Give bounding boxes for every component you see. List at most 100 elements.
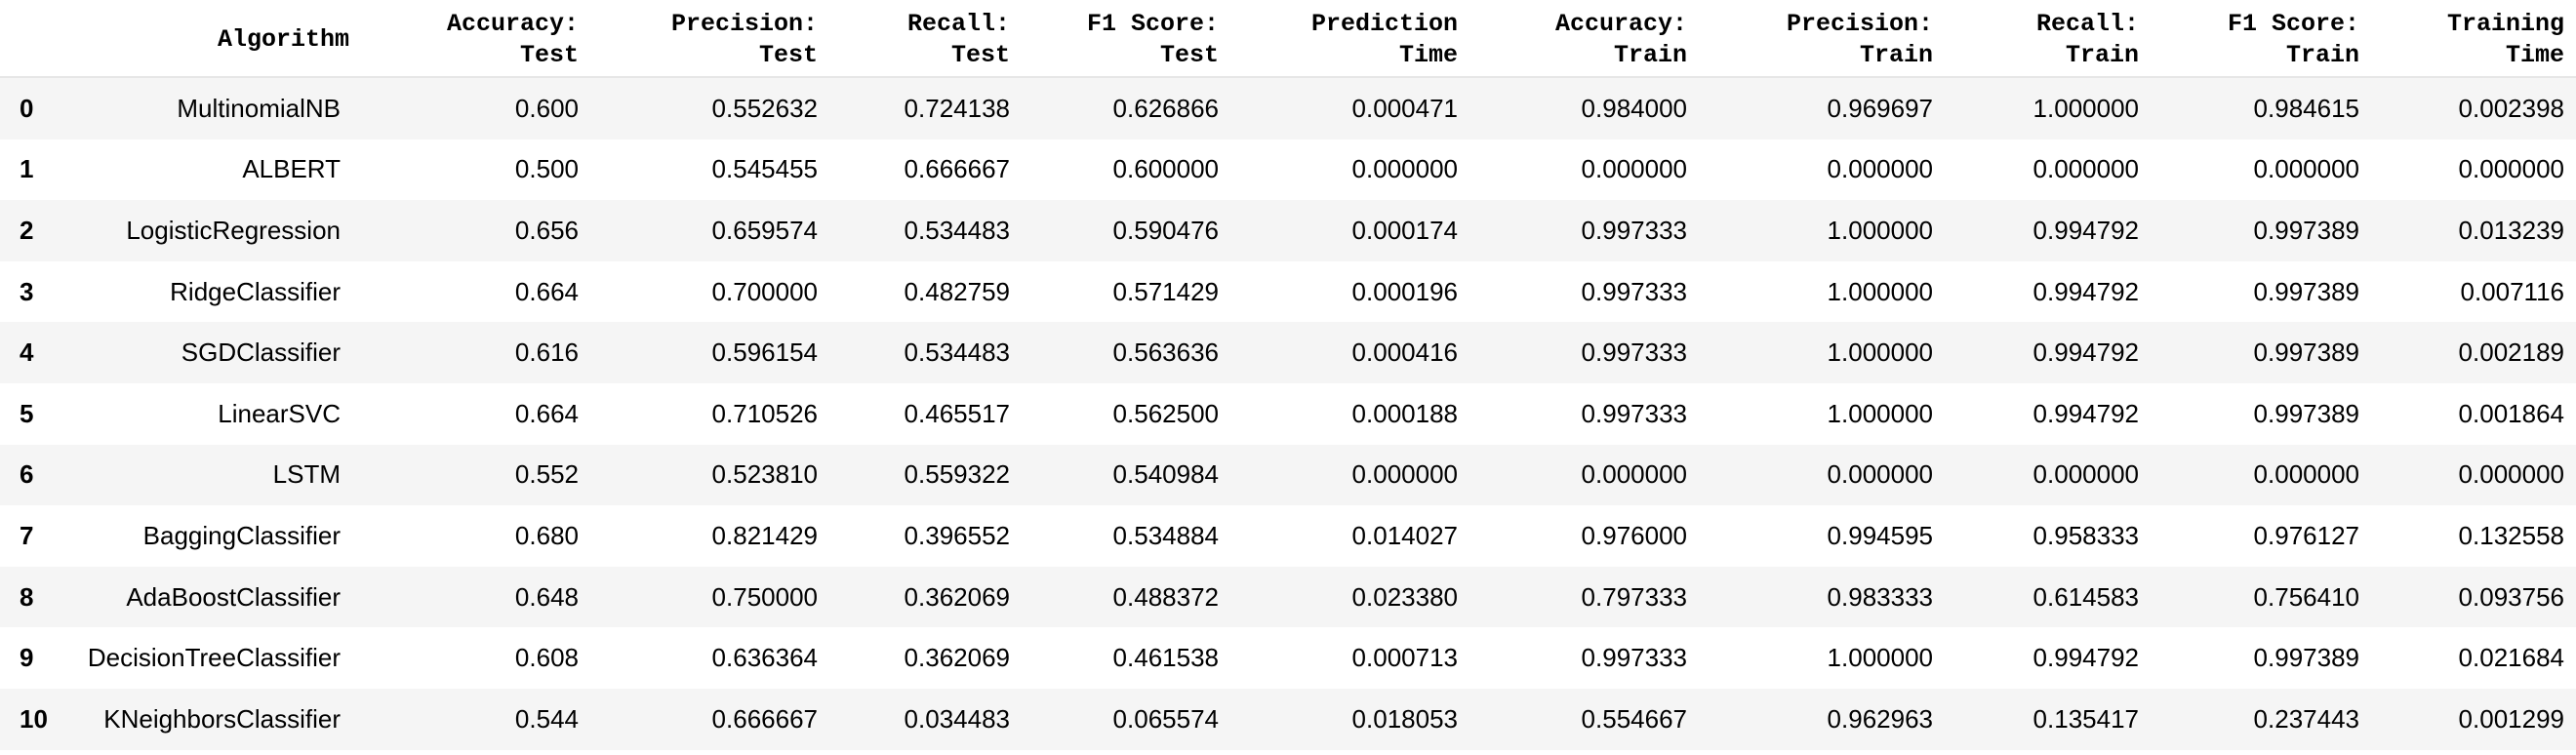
prediction-time-cell: 0.000188: [1351, 398, 1458, 428]
training-time-cell: 0.013239: [2371, 200, 2576, 261]
precision-train-cell: 1.000000: [1827, 643, 1933, 673]
f1-train-cell: 0.756410: [2151, 566, 2371, 628]
row-index: 2: [0, 200, 59, 261]
f1-test-cell: 0.626866: [1022, 77, 1230, 139]
header-row: Algorithm Accuracy: Test Precision: Test R…: [0, 0, 2576, 78]
row-index: 4: [0, 322, 59, 383]
prediction-time-cell: 0.000000: [1230, 444, 1469, 506]
precision-test-cell: 0.523810: [590, 444, 829, 506]
row-index: 1: [20, 154, 34, 184]
column-header-training-time: Training Time: [2371, 0, 2576, 78]
precision-train-cell: 1.000000: [1827, 276, 1933, 306]
precision-test-cell: 0.596154: [590, 322, 829, 383]
prediction-time-cell: 0.000471: [1230, 77, 1469, 139]
accuracy-train-cell: 0.000000: [1469, 444, 1699, 506]
recall-train-cell: 0.994792: [1945, 200, 2151, 261]
f1-train-cell: 0.997389: [2253, 276, 2359, 306]
accuracy-train-cell: 0.997333: [1581, 643, 1687, 673]
column-header-accuracy-test: Accuracy: Test: [361, 0, 590, 78]
recall-train-cell: 0.614583: [1945, 566, 2151, 628]
algorithm-cell: RidgeClassifier: [170, 276, 341, 306]
precision-test-cell: 0.666667: [590, 688, 829, 750]
recall-train-cell: 0.000000: [2033, 154, 2139, 184]
training-time-cell: 0.007116: [2460, 276, 2564, 306]
precision-test-cell: 0.552632: [590, 77, 829, 139]
row-index: 9: [20, 643, 34, 673]
precision-test-cell: 0.710526: [711, 398, 818, 428]
row-index: 6: [0, 444, 59, 506]
recall-train-cell: 0.994792: [2033, 398, 2139, 428]
accuracy-train-cell: 0.997333: [1469, 322, 1699, 383]
accuracy-train-cell: 0.997333: [1581, 276, 1687, 306]
f1-test-cell: 0.562500: [1112, 398, 1219, 428]
recall-train-cell: 0.994792: [1945, 322, 2151, 383]
accuracy-train-cell: 0.797333: [1469, 566, 1699, 628]
training-time-cell: 0.001864: [2458, 398, 2564, 428]
recall-test-cell: 0.034483: [829, 688, 1022, 750]
precision-train-cell: 1.000000: [1699, 200, 1945, 261]
precision-test-cell: 0.700000: [711, 276, 818, 306]
accuracy-test-cell: 0.552: [361, 444, 590, 506]
training-time-cell: 0.002398: [2371, 77, 2576, 139]
prediction-time-cell: 0.023380: [1230, 566, 1469, 628]
recall-test-cell: 0.482759: [904, 276, 1010, 306]
row-index: 3: [20, 276, 34, 306]
table-row: 4 SGDClassifier 0.616 0.596154 0.534483 0.563…: [0, 322, 2576, 383]
precision-train-cell: 0.969697: [1699, 77, 1945, 139]
algorithm-cell: ALBERT: [242, 154, 341, 184]
row-index: 7: [20, 520, 34, 550]
algorithm-cell: SGDClassifier: [59, 322, 361, 383]
table-row: 3 RidgeClassifier 0.664 0.700000 0.482759 0.5…: [0, 261, 2576, 323]
prediction-time-cell: 0.000174: [1230, 200, 1469, 261]
accuracy-test-cell: 0.656: [361, 200, 590, 261]
prediction-time-cell: 0.000196: [1351, 276, 1458, 306]
f1-train-cell: 0.237443: [2151, 688, 2371, 750]
recall-train-cell: 0.994792: [2033, 643, 2139, 673]
recall-train-cell: 0.135417: [1945, 688, 2151, 750]
training-time-cell: 0.021684: [2458, 643, 2564, 673]
prediction-time-cell: 0.018053: [1230, 688, 1469, 750]
table-row: 6 LSTM 0.552 0.523810 0.559322 0.540984 0.0000…: [0, 444, 2576, 506]
f1-train-cell: 0.000000: [2151, 444, 2371, 506]
table-row: 1 ALBERT 0.500 0.545455 0.666667 0.600000 0.00…: [0, 139, 2576, 201]
column-header-algorithm: Algorithm: [59, 0, 361, 78]
table-body: 0 MultinomialNB 0.600 0.552632 0.724138 0.626…: [0, 77, 2576, 750]
column-header-precision-train: Precision: Train: [1699, 0, 1945, 78]
index-header: [0, 0, 59, 78]
accuracy-test-cell: 0.664: [514, 276, 579, 306]
f1-train-cell: 0.000000: [2253, 154, 2359, 184]
accuracy-test-cell: 0.608: [514, 643, 579, 673]
f1-test-cell: 0.590476: [1022, 200, 1230, 261]
prediction-time-cell: 0.014027: [1351, 520, 1458, 550]
recall-train-cell: 0.994792: [2033, 276, 2139, 306]
table-row: 10 KNeighborsClassifier 0.544 0.666667 0.034…: [0, 688, 2576, 750]
f1-train-cell: 0.984615: [2151, 77, 2371, 139]
recall-test-cell: 0.465517: [904, 398, 1010, 428]
recall-train-cell: 1.000000: [1945, 77, 2151, 139]
prediction-time-cell: 0.000416: [1230, 322, 1469, 383]
accuracy-train-cell: 0.976000: [1581, 520, 1687, 550]
row-index: 10: [0, 688, 59, 750]
accuracy-train-cell: 0.000000: [1581, 154, 1687, 184]
accuracy-train-cell: 0.997333: [1469, 200, 1699, 261]
column-header-accuracy-train: Accuracy: Train: [1469, 0, 1699, 78]
training-time-cell: 0.093756: [2371, 566, 2576, 628]
row-index: 8: [0, 566, 59, 628]
algorithm-cell: KNeighborsClassifier: [59, 688, 361, 750]
recall-test-cell: 0.362069: [904, 643, 1010, 673]
f1-test-cell: 0.540984: [1022, 444, 1230, 506]
accuracy-test-cell: 0.544: [361, 688, 590, 750]
algorithm-cell: BaggingClassifier: [142, 520, 341, 550]
training-time-cell: 0.002189: [2371, 322, 2576, 383]
f1-test-cell: 0.571429: [1112, 276, 1219, 306]
column-header-recall-train: Recall: Train: [1945, 0, 2151, 78]
precision-train-cell: 0.994595: [1827, 520, 1933, 550]
f1-train-cell: 0.997389: [2151, 200, 2371, 261]
f1-test-cell: 0.065574: [1022, 688, 1230, 750]
f1-test-cell: 0.600000: [1112, 154, 1219, 184]
f1-test-cell: 0.488372: [1022, 566, 1230, 628]
accuracy-test-cell: 0.680: [514, 520, 579, 550]
accuracy-test-cell: 0.616: [361, 322, 590, 383]
algorithm-cell: LogisticRegression: [59, 200, 361, 261]
